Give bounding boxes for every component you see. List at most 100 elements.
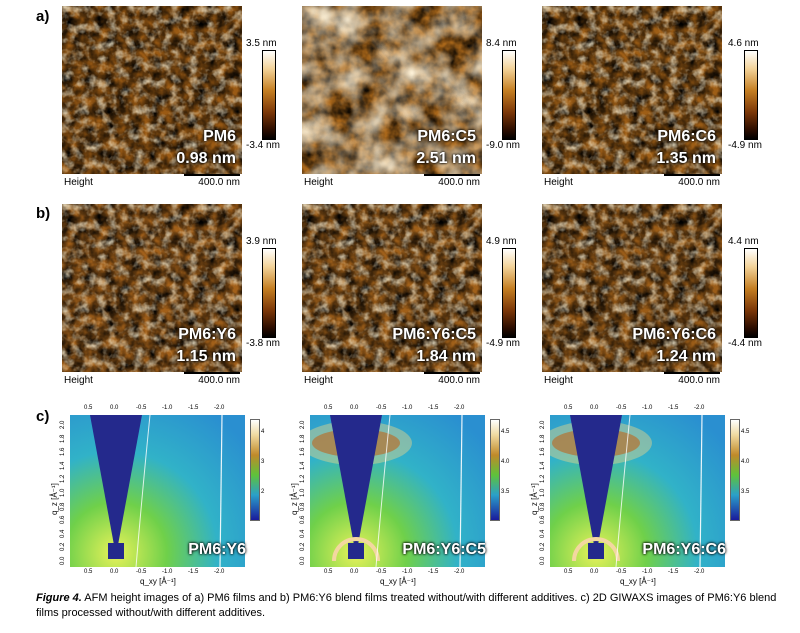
x-tick-label: -2.0 xyxy=(694,405,705,411)
y-tick-label: 0.2 xyxy=(540,543,546,552)
scale-label: 400.0 nm xyxy=(678,177,720,188)
sample-name: PM6:Y6 xyxy=(178,326,236,343)
scale-label: 400.0 nm xyxy=(198,375,240,386)
sample-name: PM6:C6 xyxy=(657,128,716,145)
y-axis-label: q_z [Å⁻¹] xyxy=(530,483,539,515)
y-tick-label: 2.0 xyxy=(60,420,66,429)
row-label-c: c) xyxy=(36,408,50,425)
y-tick-label: 1.8 xyxy=(60,434,66,443)
colorbar-min: -4.4 nm xyxy=(728,338,762,349)
x-tick-label: -1.5 xyxy=(188,569,199,575)
scale-label: 400.0 nm xyxy=(198,177,240,188)
colorbar-min: -4.9 nm xyxy=(728,140,762,151)
y-tick-label: 0.0 xyxy=(540,556,546,565)
y-tick-label: 1.2 xyxy=(540,475,546,484)
colorbar-tick: 3.5 xyxy=(501,489,510,495)
sample-name: PM6:Y6:C5 xyxy=(402,541,486,558)
x-tick-label: 0.5 xyxy=(84,569,93,575)
row-label-a: a) xyxy=(36,8,50,25)
scale-label: 400.0 nm xyxy=(438,375,480,386)
y-tick-label: 0.2 xyxy=(60,543,66,552)
giwaxs-colorbar xyxy=(730,419,740,521)
giwaxs-pattern: 4 3 2 PM6:Y6 xyxy=(70,415,270,567)
caption-label: Figure 4. xyxy=(36,592,82,604)
y-tick-label: 0.6 xyxy=(300,515,306,525)
height-label: Height xyxy=(544,375,573,386)
scale-label: 400.0 nm xyxy=(438,177,480,188)
scale-bar xyxy=(184,372,240,374)
y-tick-label: 1.6 xyxy=(540,447,546,457)
x-tick-label: -0.5 xyxy=(136,405,147,411)
y-axis-label: q_z [Å⁻¹] xyxy=(50,483,59,515)
giwaxs-pattern: 4.5 4.0 3.5 PM6:Y6:C6 xyxy=(550,415,750,567)
afm-colorbar xyxy=(502,50,516,140)
afm-height-map xyxy=(302,204,482,372)
y-tick-label: 2.0 xyxy=(300,420,306,429)
afm-image-pm6-c6: PM6:C6 1.35 nm Height 400.0 nm xyxy=(542,6,722,188)
x-tick-label: -1.5 xyxy=(668,405,679,411)
sample-name: PM6:Y6:C5 xyxy=(392,326,476,343)
colorbar-tick: 4.5 xyxy=(741,429,750,435)
y-tick-label: 0.0 xyxy=(300,556,306,565)
sample-name: PM6:Y6:C6 xyxy=(642,541,726,558)
afm-colorbar xyxy=(744,248,758,338)
y-tick-label: 1.0 xyxy=(300,488,306,497)
figure-caption: Figure 4. AFM height images of a) PM6 fi… xyxy=(36,591,780,621)
colorbar-tick: 3.5 xyxy=(741,489,750,495)
x-tick-label: 0.5 xyxy=(324,569,333,575)
colorbar-tick: 4 xyxy=(261,429,265,435)
height-label: Height xyxy=(64,375,93,386)
x-tick-label: 0.0 xyxy=(350,569,359,575)
rms-roughness: 1.35 nm xyxy=(656,150,716,167)
x-tick-label: 0.5 xyxy=(324,405,333,411)
afm-image-pm6: PM6 0.98 nm Height 400.0 nm xyxy=(62,6,242,188)
y-tick-label: 0.4 xyxy=(540,529,546,538)
sample-name: PM6:C5 xyxy=(417,128,476,145)
y-tick-label: 0.2 xyxy=(300,543,306,552)
x-tick-label: 0.0 xyxy=(590,569,599,575)
scale-bar xyxy=(184,174,240,176)
y-tick-label: 0.8 xyxy=(300,502,306,511)
colorbar-max: 3.9 nm xyxy=(246,236,277,247)
x-axis-label: q_xy [Å⁻¹] xyxy=(620,577,656,586)
colorbar-min: -3.4 nm xyxy=(246,140,280,151)
afm-height-map xyxy=(302,6,482,174)
rms-roughness: 1.15 nm xyxy=(176,348,236,365)
x-tick-label: -2.0 xyxy=(214,569,225,575)
afm-colorbar xyxy=(744,50,758,140)
colorbar-max: 4.9 nm xyxy=(486,236,517,247)
row-label-b: b) xyxy=(36,205,51,222)
x-tick-label: -2.0 xyxy=(454,569,465,575)
x-tick-label: -1.0 xyxy=(642,569,653,575)
x-tick-label: -1.5 xyxy=(428,569,439,575)
y-tick-label: 1.2 xyxy=(300,475,306,484)
colorbar-tick: 4.5 xyxy=(501,429,510,435)
height-label: Height xyxy=(64,177,93,188)
x-tick-label: 0.0 xyxy=(350,405,359,411)
y-tick-label: 0.4 xyxy=(300,529,306,538)
scale-label: 400.0 nm xyxy=(678,375,720,386)
sample-name: PM6 xyxy=(203,128,236,145)
x-tick-label: -2.0 xyxy=(214,405,225,411)
afm-height-map xyxy=(542,204,722,372)
giwaxs-detector-image xyxy=(550,415,725,567)
colorbar-min: -3.8 nm xyxy=(246,338,280,349)
x-tick-label: -1.0 xyxy=(162,405,173,411)
height-label: Height xyxy=(544,177,573,188)
scale-bar xyxy=(424,372,480,374)
height-label: Height xyxy=(304,177,333,188)
x-tick-label: 0.0 xyxy=(110,569,119,575)
afm-height-map xyxy=(62,204,242,372)
y-tick-label: 0.6 xyxy=(60,515,66,525)
rms-roughness: 0.98 nm xyxy=(176,150,236,167)
y-tick-label: 1.8 xyxy=(540,434,546,443)
x-tick-label: -1.5 xyxy=(668,569,679,575)
afm-colorbar xyxy=(262,50,276,140)
x-axis-label: q_xy [Å⁻¹] xyxy=(140,577,176,586)
x-tick-label: -0.5 xyxy=(376,569,387,575)
x-tick-label: -0.5 xyxy=(616,569,627,575)
x-tick-label: -1.0 xyxy=(162,569,173,575)
x-tick-label: -2.0 xyxy=(694,569,705,575)
y-axis-label: q_z [Å⁻¹] xyxy=(290,483,299,515)
y-tick-label: 1.6 xyxy=(300,447,306,457)
